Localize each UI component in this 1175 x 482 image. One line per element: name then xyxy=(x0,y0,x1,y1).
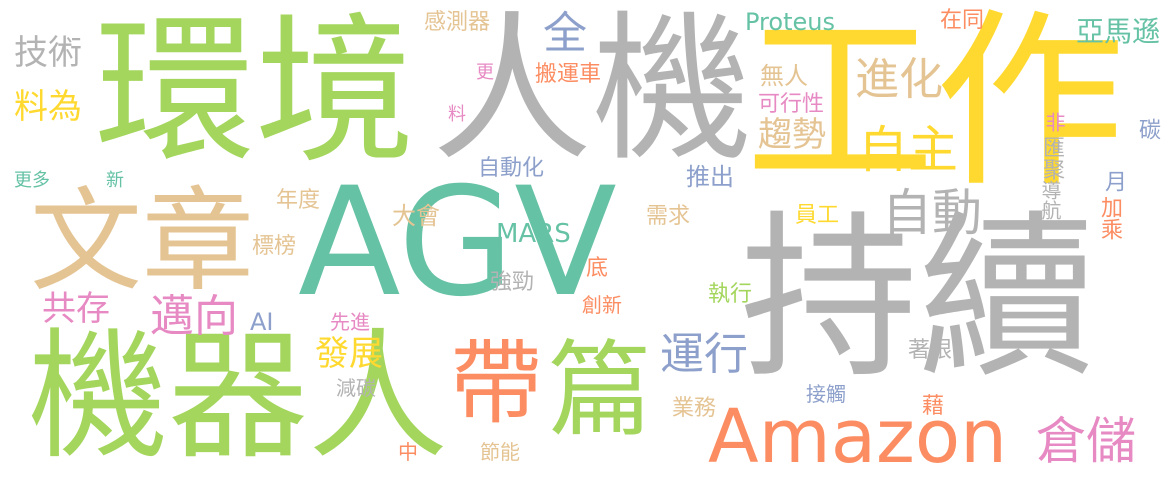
word-kexingxing: 可行性 xyxy=(758,92,825,117)
word-jiantan: 減碳 xyxy=(336,376,376,400)
word-wenzhang: 文章 xyxy=(30,177,254,307)
word-liao: 料 xyxy=(445,104,466,122)
word-cangchu: 倉儲 xyxy=(1036,412,1136,470)
word-ganceqi: 感測器 xyxy=(424,10,491,35)
word-gongzuo: 工作 xyxy=(745,0,1126,213)
word-pian: 篇 xyxy=(548,329,653,451)
word-maixiang: 邁向 xyxy=(150,291,238,342)
word-daohang: 導航 xyxy=(1038,180,1062,220)
word-jiechu: 接觸 xyxy=(806,382,846,406)
word-dahui: 大會 xyxy=(392,202,440,230)
word-zidonghua: 自動化 xyxy=(478,156,545,181)
word-zizhu: 自主 xyxy=(858,121,958,179)
word-qushi: 趨勢 xyxy=(758,115,826,155)
word-liaowei: 料為 xyxy=(14,87,82,127)
word-tuichu: 推出 xyxy=(686,163,734,191)
word-zaitong: 在同 xyxy=(940,8,985,33)
word-zhixing: 執行 xyxy=(708,282,753,307)
word-gengduo: 更多 xyxy=(14,170,50,191)
word-di: 底 xyxy=(586,256,609,281)
word-banyunche: 搬運車 xyxy=(535,62,602,87)
word-jiqiren: 機器人 xyxy=(28,316,449,479)
word-yuangong: 員工 xyxy=(795,203,840,228)
word-xianjin: 先進 xyxy=(330,310,370,334)
word-biaobang: 標榜 xyxy=(252,234,297,259)
word-jiacheng: 加乘 xyxy=(1097,196,1122,240)
word-amazon: Amazon xyxy=(708,394,1008,480)
word-zhuoyan: 著眼 xyxy=(908,338,953,363)
word-agv: AGV xyxy=(298,156,617,330)
word-xuqiu: 需求 xyxy=(646,204,691,229)
word-yunxing: 運行 xyxy=(660,329,748,380)
word-yewu: 業務 xyxy=(672,396,717,421)
word-ai: AI xyxy=(250,308,274,336)
word-chuangxin: 創新 xyxy=(582,293,622,317)
word-qiangjin: 強勁 xyxy=(490,270,535,295)
word-proteus: Proteus xyxy=(745,8,835,36)
word-niandu: 年度 xyxy=(276,188,321,213)
word-mars: MARS xyxy=(496,219,571,249)
word-jishu: 技術 xyxy=(14,33,82,73)
word-jinhua: 進化 xyxy=(855,54,943,105)
word-xin: 新 xyxy=(106,170,124,191)
word-gongcun: 共存 xyxy=(42,289,110,329)
word-wuren: 無人 xyxy=(760,62,808,90)
word-tan: 碳 xyxy=(1135,118,1160,140)
word-yamaxun: 亞馬遜 xyxy=(1076,15,1161,48)
word-quan: 全 xyxy=(543,8,587,59)
word-jie: 藉 xyxy=(922,394,945,419)
word-renji: 人機 xyxy=(432,0,753,183)
word-fei: 非 xyxy=(1042,112,1066,132)
word-geng: 更 xyxy=(473,62,494,80)
word-huiju: 匯聚 xyxy=(1039,136,1064,180)
word-zhong: 中 xyxy=(398,440,418,464)
word-jieneng: 節能 xyxy=(480,440,520,464)
word-zidong: 自動 xyxy=(882,184,982,242)
word-chixu: 持續 xyxy=(740,195,1096,402)
word-yue: 月 xyxy=(1101,170,1126,192)
word-huanjing: 環境 xyxy=(95,0,416,185)
word-dai: 帶 xyxy=(450,330,543,437)
word-fazhan: 發展 xyxy=(315,334,383,374)
